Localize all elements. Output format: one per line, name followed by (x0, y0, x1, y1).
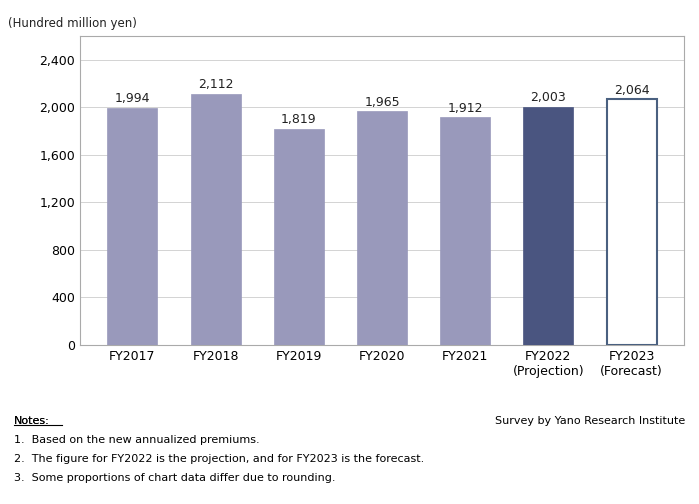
Bar (440, 117, 490, 345)
Text: Notes:: Notes: (14, 416, 50, 426)
Text: Survey by Yano Research Institute: Survey by Yano Research Institute (495, 416, 685, 426)
Text: 2,003: 2,003 (531, 91, 566, 104)
Bar (357, 111, 407, 345)
Text: 1,819: 1,819 (281, 113, 317, 126)
Bar (191, 94, 240, 345)
Bar (108, 108, 157, 345)
Text: 1,965: 1,965 (364, 96, 400, 108)
Text: 1,994: 1,994 (115, 92, 150, 105)
Text: (Hundred million yen): (Hundred million yen) (8, 17, 136, 30)
Text: Notes:: Notes: (14, 416, 50, 426)
Bar (274, 129, 324, 345)
Bar (607, 99, 656, 345)
Text: 1,912: 1,912 (447, 102, 483, 115)
Text: 2,064: 2,064 (614, 84, 649, 97)
Text: 2,112: 2,112 (198, 78, 233, 91)
Text: 3.  Some proportions of chart data differ due to rounding.: 3. Some proportions of chart data differ… (14, 473, 336, 483)
Text: 1.  Based on the new annualized premiums.: 1. Based on the new annualized premiums. (14, 435, 259, 445)
Text: 2.  The figure for FY2022 is the projection, and for FY2023 is the forecast.: 2. The figure for FY2022 is the projecti… (14, 454, 424, 464)
Bar (524, 107, 573, 345)
